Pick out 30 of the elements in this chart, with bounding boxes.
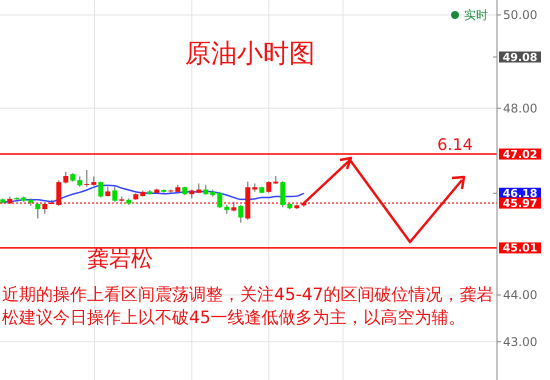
y-tick-label: 43.00 (503, 334, 538, 349)
candlestick (77, 176, 82, 188)
candlestick (238, 204, 244, 224)
candlestick (56, 180, 62, 206)
y-tick-label: 50.00 (503, 8, 538, 22)
candlestick (105, 186, 110, 198)
candlestick (231, 201, 236, 212)
annotation: 6.14 (437, 135, 473, 154)
y-tick-label: 48.00 (503, 102, 538, 116)
ref-line-label: 45.01 (502, 242, 538, 255)
candlestick (84, 169, 90, 188)
candlestick (266, 180, 272, 194)
ref-line-label: 45.97 (502, 196, 538, 210)
candlestick (91, 176, 96, 186)
candlestick (217, 191, 222, 209)
candlestick (280, 180, 286, 208)
candlestick (112, 186, 118, 202)
text: 49.08 (502, 50, 538, 64)
y-tick-label: 44.00 (503, 288, 538, 302)
text: 原油小时图 (185, 39, 315, 69)
candlestick (203, 184, 208, 196)
ref-line-label: 47.02 (502, 148, 538, 161)
candlestick (63, 171, 68, 184)
candlestick (196, 182, 202, 194)
candlestick (42, 202, 48, 214)
candlestick (35, 203, 40, 219)
annotation: 近期的操作上看区间震荡调整，关注45-47的区间破位情况，龚岩松建议今日操作上以不破45一线逢低做多为主，以高空为辅。 (2, 285, 494, 328)
annotation: 实时 (464, 8, 488, 22)
candlestick (98, 181, 104, 198)
annotation: 龚岩松 (87, 247, 153, 272)
